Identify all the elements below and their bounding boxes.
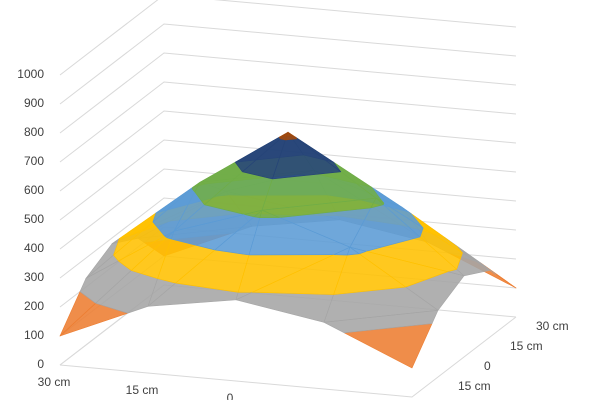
depth-tick-label: 15 cm [458,379,491,393]
depth-tick-label: 0 [484,359,491,373]
grid-line [59,110,517,192]
surface-facet [235,291,334,323]
surface-facet [370,197,384,209]
z-tick-label: 400 [24,241,44,255]
z-tick-label: 200 [24,299,44,313]
surface-facet [323,309,439,334]
z-tick-label: 500 [24,212,44,226]
z-tick-label: 0 [37,357,44,371]
grid-line [59,23,517,105]
z-tick-label: 700 [24,154,44,168]
z-tick-label: 900 [24,96,44,110]
z-tick-label: 600 [24,183,44,197]
z-tick-label: 800 [24,125,44,139]
surface-facet [285,131,298,141]
depth-tick-label: 30 cm [536,319,569,333]
grid-line [59,139,517,221]
grid-line [59,81,517,163]
x-tick-label: 15 cm [126,383,159,397]
z-tick-label: 100 [24,328,44,342]
surface-facet [259,209,280,218]
x-tick-label: 30 cm [38,375,71,389]
depth-tick-label: 15 cm [510,339,543,353]
grid-line [59,0,517,76]
z-tick-label: 300 [24,270,44,284]
grid-line [59,52,517,134]
z-tick-label: 1000 [17,67,44,81]
surface-facet [346,246,360,256]
x-tick-label: 0 [227,391,234,400]
grid-line [59,168,517,250]
floor-edge [59,316,517,398]
